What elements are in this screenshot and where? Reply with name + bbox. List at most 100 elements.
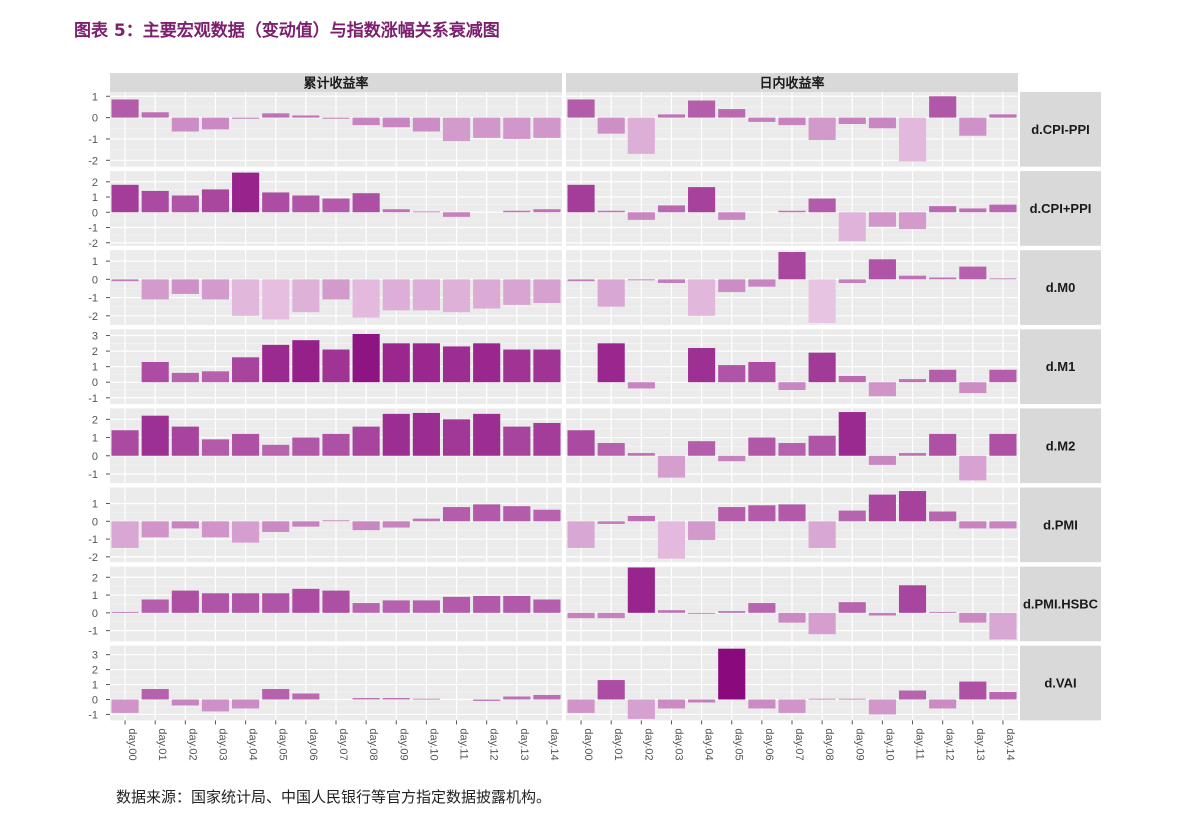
x-tick-label: day.13 bbox=[518, 728, 530, 760]
row-strip bbox=[1020, 645, 1101, 721]
bar bbox=[201, 117, 230, 130]
bar bbox=[382, 279, 410, 311]
bar bbox=[929, 699, 957, 709]
bar bbox=[292, 521, 320, 527]
bar bbox=[597, 279, 625, 307]
bar bbox=[352, 521, 380, 531]
bar bbox=[688, 612, 716, 614]
x-tick-label: day.00 bbox=[126, 728, 138, 760]
bar bbox=[322, 117, 350, 119]
y-tick-label: 1 bbox=[92, 590, 98, 602]
bar bbox=[718, 109, 746, 118]
bar bbox=[929, 611, 957, 613]
bar bbox=[688, 699, 716, 703]
bar bbox=[929, 277, 957, 280]
y-tick-label: 2 bbox=[92, 414, 98, 426]
bar bbox=[627, 453, 655, 456]
bar bbox=[412, 518, 440, 522]
bar bbox=[597, 443, 625, 456]
bar bbox=[232, 433, 260, 456]
x-tick-label: day.07 bbox=[337, 728, 349, 760]
row-strip-label: d.CPI+PPI bbox=[1030, 201, 1092, 216]
bar bbox=[868, 382, 896, 397]
bar bbox=[412, 279, 440, 311]
bar bbox=[473, 279, 501, 309]
bar bbox=[627, 382, 655, 389]
y-tick-label: -2 bbox=[88, 311, 98, 323]
x-tick-label: day.12 bbox=[488, 728, 500, 760]
bar bbox=[597, 210, 625, 213]
bar bbox=[959, 117, 987, 136]
x-tick-label: day.05 bbox=[277, 728, 289, 760]
bar bbox=[442, 117, 471, 142]
bar bbox=[503, 210, 531, 213]
bar bbox=[111, 699, 139, 713]
bar bbox=[232, 521, 260, 543]
page-title: 图表 5：主要宏观数据（变动值）与指数涨幅关系衰减图 bbox=[74, 21, 500, 41]
bar bbox=[808, 521, 836, 548]
x-tick-label: day.08 bbox=[367, 728, 379, 760]
bar bbox=[412, 600, 440, 613]
bar bbox=[718, 365, 746, 383]
bar bbox=[898, 690, 927, 700]
bar bbox=[232, 699, 260, 709]
bar bbox=[473, 117, 501, 138]
bar bbox=[778, 210, 806, 213]
y-tick-label: -1 bbox=[88, 534, 98, 546]
bar bbox=[597, 521, 625, 524]
bar bbox=[778, 699, 806, 713]
bar bbox=[778, 117, 806, 126]
bar bbox=[627, 117, 655, 154]
facet-strip-label: 累计收益率 bbox=[303, 76, 368, 91]
row-strip bbox=[1020, 250, 1101, 325]
bar bbox=[382, 697, 410, 700]
bar bbox=[232, 117, 260, 119]
bar bbox=[352, 426, 380, 456]
bar bbox=[111, 279, 139, 282]
x-tick-label: day.01 bbox=[156, 728, 168, 760]
bar bbox=[201, 371, 230, 383]
y-tick-label: -1 bbox=[88, 223, 98, 235]
bar bbox=[111, 99, 139, 118]
bar bbox=[868, 494, 896, 522]
x-tick-label: day.10 bbox=[883, 728, 895, 760]
x-tick-label: day.04 bbox=[247, 728, 259, 760]
bar bbox=[412, 343, 440, 383]
bar bbox=[597, 117, 625, 134]
bar bbox=[412, 211, 440, 213]
bar bbox=[959, 208, 987, 213]
facet-strip bbox=[110, 73, 562, 92]
bar bbox=[171, 590, 199, 613]
y-tick-label: 1 bbox=[92, 91, 98, 103]
bar bbox=[171, 372, 199, 383]
bar bbox=[322, 279, 350, 300]
bar bbox=[778, 382, 806, 390]
bar bbox=[597, 680, 625, 700]
bar bbox=[533, 349, 561, 383]
bar bbox=[141, 415, 169, 456]
x-tick-label: day.01 bbox=[612, 728, 624, 760]
bar bbox=[352, 333, 380, 383]
bar bbox=[898, 212, 927, 230]
bar bbox=[201, 521, 230, 538]
bar bbox=[322, 349, 350, 383]
bar bbox=[111, 430, 139, 456]
bar bbox=[352, 117, 380, 126]
bar bbox=[533, 209, 561, 213]
bar bbox=[808, 117, 836, 141]
bar bbox=[232, 593, 260, 613]
y-tick-label: 0 bbox=[92, 694, 98, 706]
bar bbox=[898, 585, 927, 613]
x-tick-label: day.08 bbox=[823, 728, 835, 760]
bar bbox=[442, 212, 471, 217]
bar bbox=[898, 275, 927, 280]
bar bbox=[989, 433, 1017, 456]
bar bbox=[989, 692, 1017, 700]
bar bbox=[748, 437, 776, 456]
bar bbox=[473, 699, 501, 701]
bar bbox=[657, 455, 686, 478]
bar bbox=[567, 430, 595, 456]
bar bbox=[657, 114, 686, 118]
bar bbox=[929, 433, 957, 456]
row-strip bbox=[1020, 487, 1101, 563]
